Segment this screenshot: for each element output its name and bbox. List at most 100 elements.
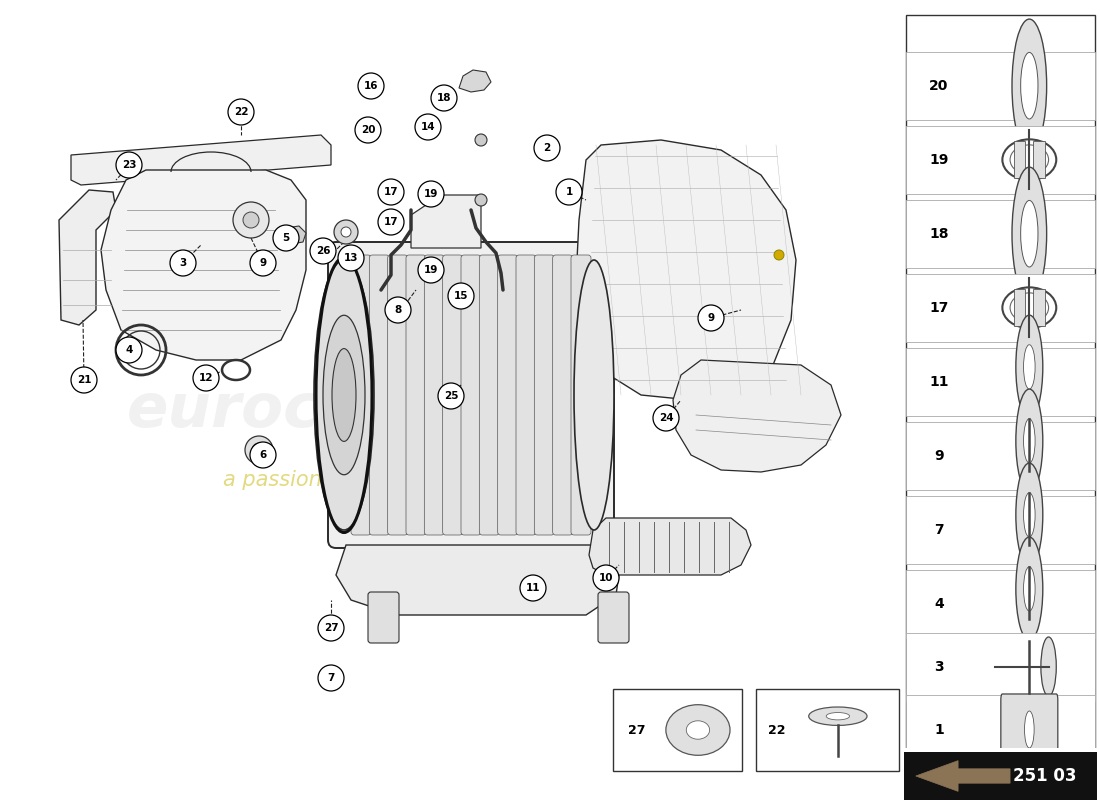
Polygon shape	[72, 135, 331, 185]
FancyBboxPatch shape	[906, 348, 1094, 416]
Circle shape	[228, 99, 254, 125]
FancyBboxPatch shape	[351, 255, 371, 535]
FancyBboxPatch shape	[497, 255, 518, 535]
Circle shape	[310, 238, 336, 264]
Circle shape	[273, 225, 299, 251]
Circle shape	[170, 250, 196, 276]
Circle shape	[243, 212, 258, 228]
Text: 4: 4	[934, 597, 944, 610]
Circle shape	[556, 179, 582, 205]
Circle shape	[1023, 418, 1035, 463]
Text: 1: 1	[934, 722, 944, 737]
Circle shape	[826, 713, 849, 720]
Circle shape	[431, 85, 456, 111]
FancyBboxPatch shape	[906, 422, 1094, 490]
Text: eurocarbparts: eurocarbparts	[126, 381, 616, 439]
Text: 251 03: 251 03	[1013, 767, 1077, 785]
Circle shape	[385, 297, 411, 323]
FancyBboxPatch shape	[906, 633, 1094, 701]
FancyBboxPatch shape	[598, 592, 629, 643]
Circle shape	[341, 227, 351, 237]
Text: 14: 14	[420, 122, 436, 132]
FancyBboxPatch shape	[906, 15, 1094, 748]
FancyBboxPatch shape	[425, 255, 444, 535]
Circle shape	[1012, 167, 1046, 300]
Text: 13: 13	[343, 253, 359, 263]
Text: 16: 16	[364, 81, 378, 91]
Text: 9: 9	[934, 449, 944, 462]
Polygon shape	[915, 761, 1010, 791]
Circle shape	[1041, 637, 1056, 696]
Ellipse shape	[314, 260, 374, 530]
FancyBboxPatch shape	[906, 200, 1094, 268]
Circle shape	[1015, 315, 1043, 418]
FancyBboxPatch shape	[906, 274, 1094, 342]
Ellipse shape	[332, 349, 356, 442]
Circle shape	[418, 181, 444, 207]
Polygon shape	[336, 545, 622, 615]
Circle shape	[1015, 537, 1043, 641]
Polygon shape	[588, 518, 751, 575]
FancyBboxPatch shape	[442, 255, 463, 535]
FancyBboxPatch shape	[906, 570, 1094, 638]
Circle shape	[355, 117, 381, 143]
Circle shape	[1021, 201, 1038, 267]
FancyBboxPatch shape	[906, 496, 1094, 564]
Text: 11: 11	[930, 374, 948, 389]
Text: 25: 25	[443, 391, 459, 401]
Text: 9: 9	[260, 258, 266, 268]
Circle shape	[1015, 463, 1043, 566]
Text: 2: 2	[543, 143, 551, 153]
Circle shape	[192, 365, 219, 391]
Text: 4: 4	[125, 345, 133, 355]
FancyBboxPatch shape	[906, 52, 1094, 120]
Polygon shape	[576, 140, 796, 400]
Text: 23: 23	[122, 160, 136, 170]
Circle shape	[116, 337, 142, 363]
Circle shape	[448, 283, 474, 309]
Ellipse shape	[686, 721, 710, 739]
Text: 26: 26	[316, 246, 330, 256]
FancyBboxPatch shape	[906, 695, 1094, 763]
Text: 3: 3	[934, 659, 944, 674]
Circle shape	[72, 367, 97, 393]
FancyBboxPatch shape	[899, 750, 1100, 800]
FancyBboxPatch shape	[387, 255, 408, 535]
Circle shape	[1015, 389, 1043, 493]
Circle shape	[653, 405, 679, 431]
Ellipse shape	[323, 315, 365, 474]
FancyBboxPatch shape	[516, 255, 536, 535]
Text: 17: 17	[384, 217, 398, 227]
Circle shape	[475, 194, 487, 206]
Circle shape	[774, 250, 784, 260]
Circle shape	[1012, 19, 1046, 152]
Circle shape	[1021, 53, 1038, 119]
Circle shape	[418, 257, 444, 283]
Text: 19: 19	[930, 153, 948, 166]
Circle shape	[250, 442, 276, 468]
Text: 11: 11	[526, 583, 540, 593]
Bar	[1033, 141, 1045, 178]
FancyBboxPatch shape	[461, 255, 481, 535]
Circle shape	[698, 305, 724, 331]
Circle shape	[534, 135, 560, 161]
Polygon shape	[673, 360, 842, 472]
Circle shape	[475, 134, 487, 146]
Text: 8: 8	[395, 305, 402, 315]
FancyBboxPatch shape	[328, 242, 614, 548]
Circle shape	[1023, 493, 1035, 537]
FancyBboxPatch shape	[614, 689, 741, 771]
Bar	[1014, 141, 1025, 178]
Bar	[1033, 289, 1045, 326]
Circle shape	[520, 575, 546, 601]
Circle shape	[378, 179, 404, 205]
FancyBboxPatch shape	[406, 255, 426, 535]
Polygon shape	[59, 190, 116, 325]
Circle shape	[438, 383, 464, 409]
Circle shape	[233, 202, 270, 238]
Circle shape	[318, 615, 344, 641]
FancyBboxPatch shape	[571, 255, 591, 535]
Circle shape	[338, 245, 364, 271]
Text: 27: 27	[323, 623, 339, 633]
Circle shape	[1023, 566, 1035, 611]
